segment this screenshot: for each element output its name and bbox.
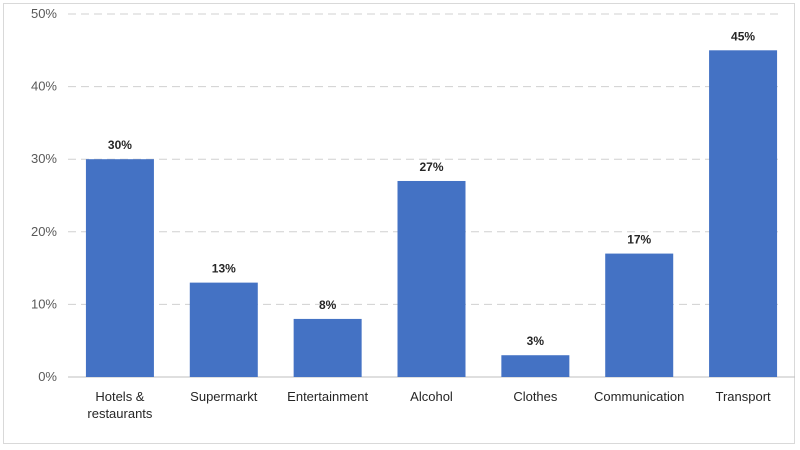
y-tick-label: 40% bbox=[31, 79, 57, 94]
data-label: 3% bbox=[527, 334, 545, 348]
category-label: Transport bbox=[715, 389, 771, 404]
category-label: Hotels & restaurants bbox=[87, 389, 153, 421]
bar bbox=[189, 282, 258, 377]
bar bbox=[605, 253, 674, 377]
data-label: 27% bbox=[419, 160, 443, 174]
y-tick-label: 10% bbox=[31, 296, 57, 311]
data-label: 30% bbox=[108, 138, 132, 152]
category-label: Clothes bbox=[513, 389, 558, 404]
data-label: 13% bbox=[212, 262, 236, 276]
bar bbox=[85, 159, 154, 377]
bar bbox=[709, 50, 778, 378]
data-label: 8% bbox=[319, 298, 337, 312]
bar bbox=[501, 355, 570, 377]
y-tick-label: 20% bbox=[31, 224, 57, 239]
bar bbox=[397, 180, 466, 377]
category-label: Entertainment bbox=[287, 389, 368, 404]
data-label: 45% bbox=[731, 29, 755, 43]
category-label: Supermarkt bbox=[190, 389, 258, 404]
y-tick-label: 30% bbox=[31, 151, 57, 166]
category-label: Communication bbox=[594, 389, 684, 404]
category-label: Alcohol bbox=[410, 389, 453, 404]
y-tick-label: 0% bbox=[38, 369, 57, 384]
bar bbox=[293, 318, 362, 377]
data-label: 17% bbox=[627, 233, 651, 247]
y-tick-label: 50% bbox=[31, 6, 57, 21]
